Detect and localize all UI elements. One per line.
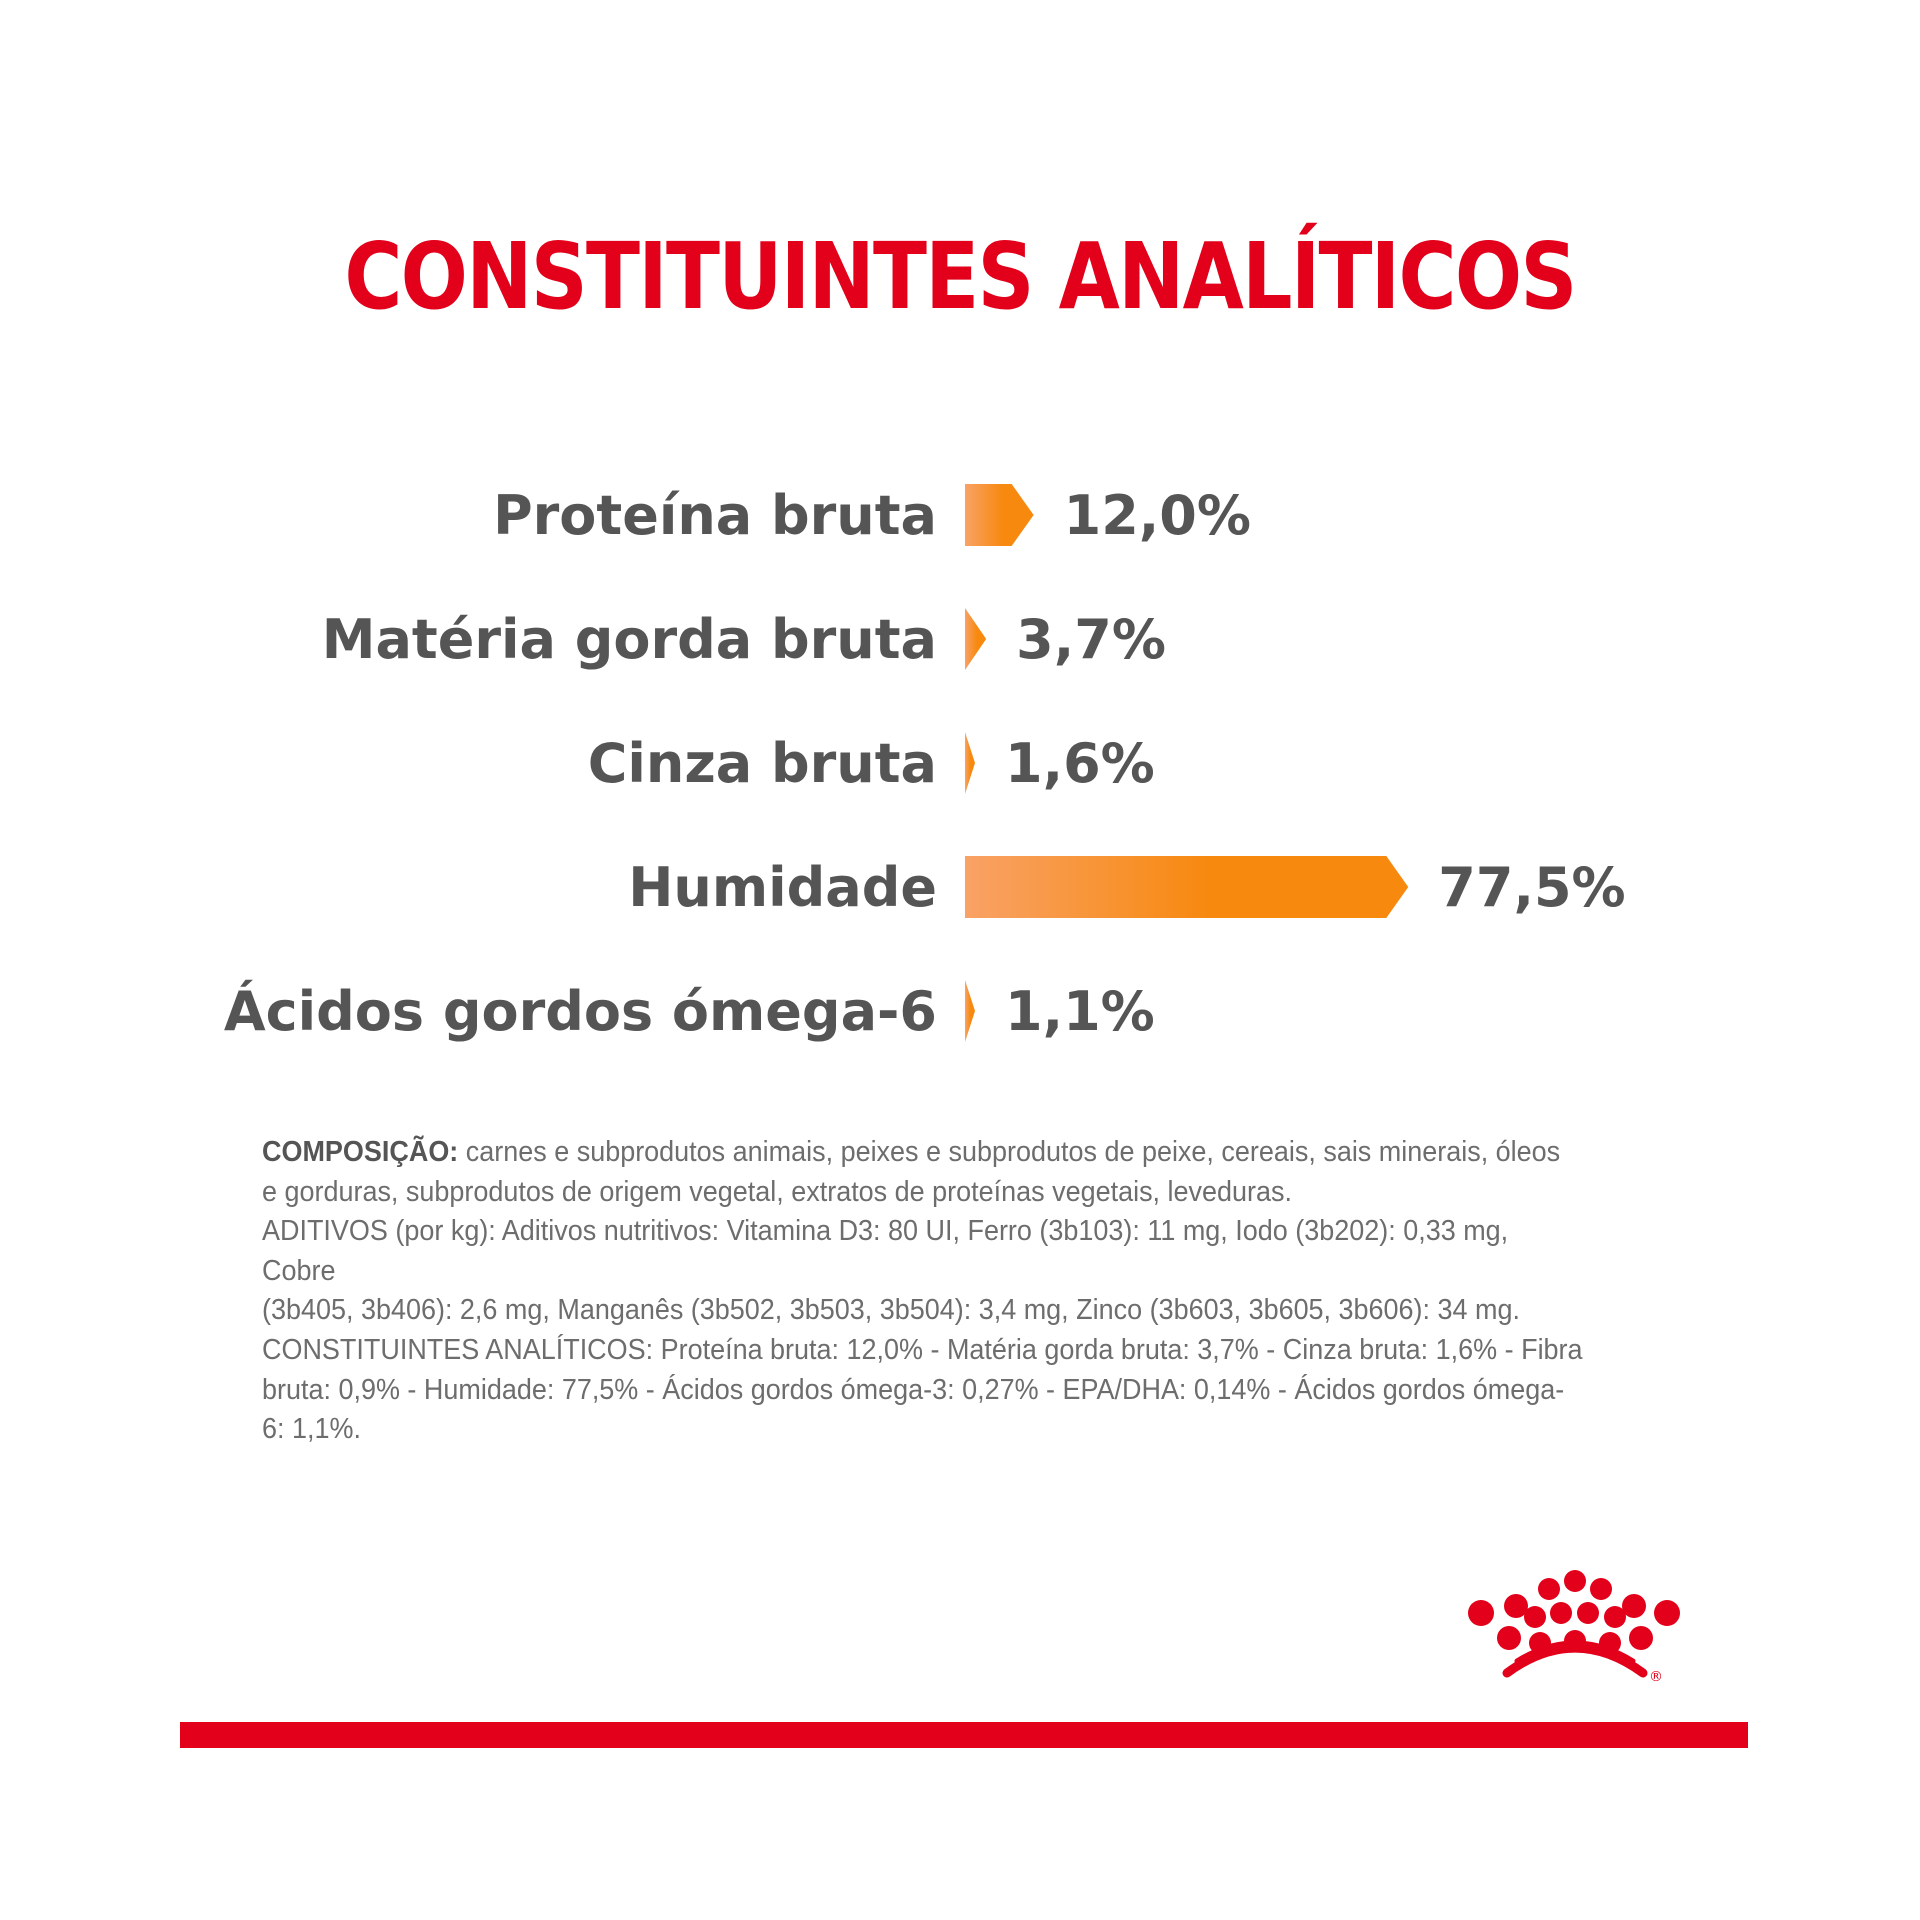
composition-line-1: COMPOSIÇÃO: carnes e subprodutos animais… <box>262 1133 1583 1173</box>
composition-text: COMPOSIÇÃO: carnes e subprodutos animais… <box>262 1133 1583 1450</box>
bar <box>965 980 975 1042</box>
additives-line-2: (3b405, 3b406): 2,6 mg, Manganês (3b502,… <box>262 1294 1520 1327</box>
bar-label: Matéria gorda bruta <box>322 608 937 671</box>
composition-lead: COMPOSIÇÃO: <box>262 1136 459 1168</box>
bar-label: Proteína bruta <box>493 484 937 547</box>
bar <box>965 608 987 670</box>
bar-value-label: 77,5% <box>1438 856 1625 919</box>
composition-text-1: carnes e subprodutos animais, peixes e s… <box>458 1136 1561 1168</box>
constituents-line-2: bruta: 0,9% - Humidade: 77,5% - Ácidos g… <box>262 1373 1565 1446</box>
bar-label: Humidade <box>628 856 937 919</box>
bar <box>965 856 1409 918</box>
bar-label: Cinza bruta <box>588 732 937 795</box>
bar <box>965 484 1034 546</box>
bar <box>965 732 975 794</box>
composition-line-2: e gorduras, subprodutos de origem vegeta… <box>262 1175 1292 1208</box>
crown-logo-icon: ® <box>1468 1570 1680 1685</box>
footer-accent-bar <box>180 1722 1748 1748</box>
bar-value-label: 12,0% <box>1064 484 1251 547</box>
bar-value-label: 1,6% <box>1005 732 1155 795</box>
registered-mark: ® <box>1649 1669 1663 1685</box>
bar-value-label: 1,1% <box>1005 980 1155 1043</box>
bar-value-label: 3,7% <box>1016 608 1166 671</box>
bar-label: Ácidos gordos ómega-6 <box>224 980 937 1043</box>
page-title: CONSTITUINTES ANALÍTICOS <box>344 223 1577 330</box>
bar-chart: Proteína bruta 12,0% Matéria gorda bruta 3,… <box>224 484 1626 1043</box>
constituents-line-1: CONSTITUINTES ANALÍTICOS: Proteína bruta… <box>262 1333 1583 1366</box>
additives-line-1: ADITIVOS (por kg): Aditivos nutritivos: … <box>262 1215 1509 1287</box>
